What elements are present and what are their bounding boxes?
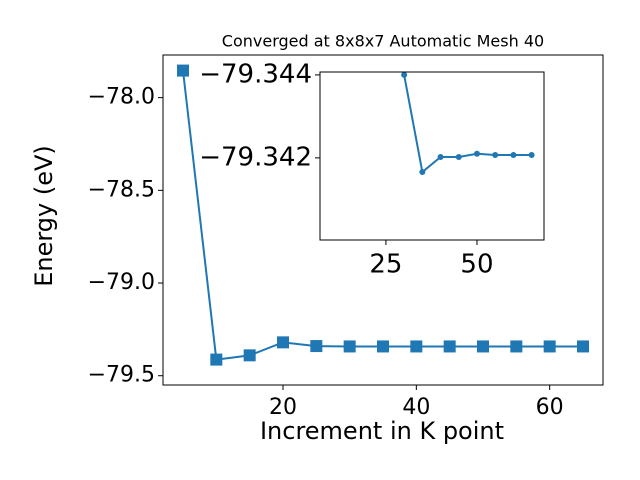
point [477,340,489,353]
point [243,349,256,362]
point [410,340,423,353]
point [543,340,556,353]
point [455,154,462,161]
y-tick-label: −78.5 [88,177,155,202]
data-line [403,74,532,174]
point [210,353,223,366]
x-tick-label: 25 [369,250,402,280]
x-tick-label: 40 [402,395,430,420]
y-tick-label: −79.344 [199,59,312,89]
axes-background [320,72,544,240]
x-axis-label: Increment in K point [260,417,504,445]
x-tick-label: 60 [536,395,564,420]
y-tick-label: −79.342 [199,142,312,172]
axes-frame [319,71,545,241]
x-tick-label: 20 [269,395,297,420]
point [510,151,517,158]
y-axis-label: Energy (eV) [30,145,58,287]
point [401,71,408,78]
point [177,64,189,77]
point [419,168,426,175]
x-tick-label: 50 [460,250,493,280]
y-tick-label: −79.0 [88,270,155,295]
point [577,340,589,353]
point [510,340,523,353]
point [310,340,323,353]
point [343,340,356,353]
axes-frame [162,54,604,386]
point [437,154,444,161]
point [492,151,499,158]
point [377,340,389,353]
point [473,150,480,157]
point [277,336,289,349]
chart-title: Converged at 8x8x7 Automatic Mesh 40 [222,32,544,51]
y-tick-label: −78.0 [88,85,155,110]
point [443,340,456,353]
point [528,151,535,158]
y-tick-label: −79.5 [88,363,155,388]
